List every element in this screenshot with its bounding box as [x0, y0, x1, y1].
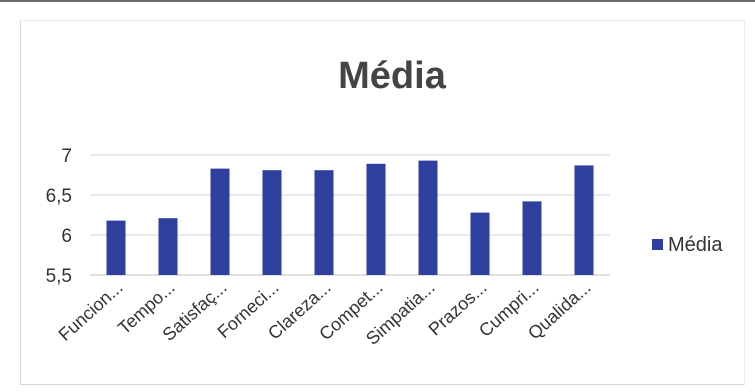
bar: [106, 220, 126, 275]
y-tick-label: 7: [61, 146, 72, 167]
y-tick-label: 5,5: [46, 266, 72, 287]
y-axis-ticks: 7 6,5 6 5,5: [46, 146, 72, 287]
bar: [158, 218, 178, 275]
x-axis-labels: Funcion...Tempo...Satisfaç...Forneci...C…: [55, 277, 595, 349]
bar: [366, 163, 386, 275]
bar: [522, 201, 542, 275]
bars: [106, 160, 594, 275]
bar: [262, 170, 282, 275]
chart-title: Média: [338, 55, 447, 97]
legend-label: Média: [668, 234, 723, 256]
chart-frame: [20, 20, 745, 385]
legend: Média: [652, 234, 723, 256]
bar: [210, 168, 230, 275]
legend-swatch: [652, 239, 663, 250]
x-tick-label: Funcion...: [55, 277, 127, 345]
bar: [574, 165, 594, 275]
top-rule: [0, 0, 755, 2]
bar: [418, 160, 438, 275]
bar: [314, 170, 334, 275]
y-tick-label: 6: [61, 226, 72, 247]
y-tick-label: 6,5: [46, 186, 72, 207]
bar: [470, 212, 490, 275]
